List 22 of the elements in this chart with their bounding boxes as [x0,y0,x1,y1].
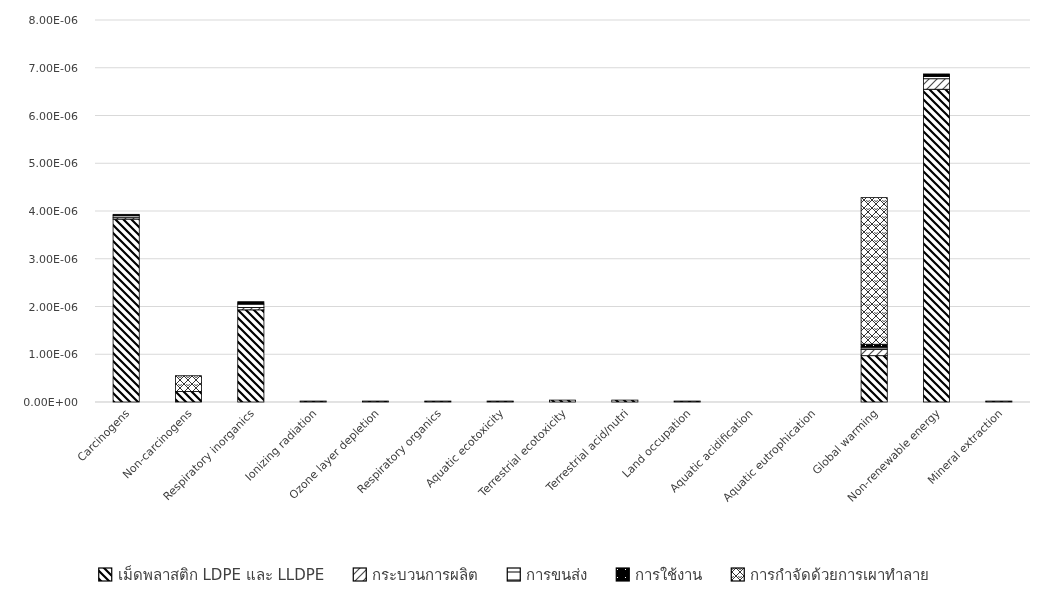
y-tick-label: 7.00E-06 [28,61,78,75]
bar [175,375,202,392]
y-tick-label: 3.00E-06 [28,252,78,266]
bar [860,197,888,345]
bar [175,391,202,403]
y-tick-label: 4.00E-06 [28,205,78,218]
y-tick-label: 5.00E-06 [28,157,78,171]
y-tick-label: 1.00E-06 [28,348,78,362]
y-tick-label: 8.00E-06 [28,14,78,27]
bar [237,309,265,403]
legend-label: เม็ดพลาสติก LDPE และ LLDPE [117,565,325,584]
legend-label: การขนส่ง [526,566,588,584]
y-tick-label: 0.00E+00 [23,396,78,409]
legend-label: การกำจัดด้วยการเผาทำลาย [750,566,930,584]
bar [923,78,950,90]
bar [112,218,140,403]
y-tick-label: 2.00E-06 [28,300,78,314]
bar [860,355,888,403]
y-tick-label: 6.00E-06 [28,109,78,123]
legend-label: การใช้งาน [635,566,703,584]
bar [923,88,950,403]
legend-label: กระบวนการผลิต [372,566,479,584]
